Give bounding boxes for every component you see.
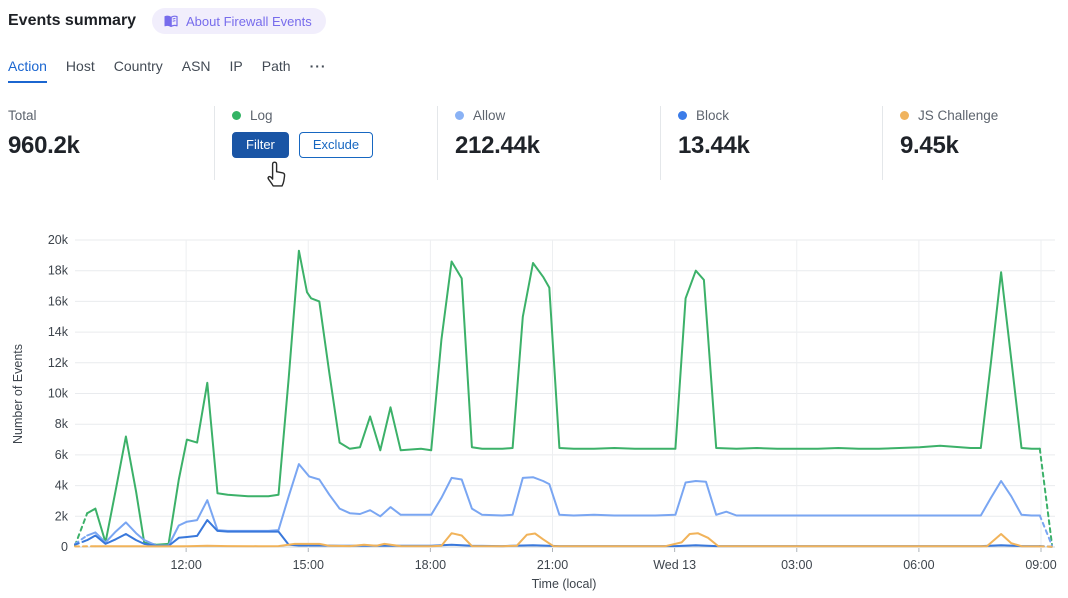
page-title: Events summary bbox=[8, 12, 137, 29]
stat-label: Log bbox=[250, 108, 273, 123]
y-tick-label: 18k bbox=[48, 264, 69, 278]
tab-path[interactable]: Path bbox=[261, 58, 291, 74]
legend-dot-allow bbox=[455, 111, 464, 120]
tab-country[interactable]: Country bbox=[113, 58, 163, 74]
series-line-block-end bbox=[1038, 545, 1053, 548]
stat-label: JS Challenge bbox=[918, 108, 999, 123]
y-tick-label: 2k bbox=[55, 509, 69, 523]
x-tick-label: 12:00 bbox=[170, 558, 201, 572]
stat-card-allow: Allow 212.44k bbox=[455, 108, 540, 160]
x-tick-label: 09:00 bbox=[1025, 558, 1056, 572]
stat-card-js-challenge: JS Challenge 9.45k bbox=[900, 108, 998, 160]
book-icon bbox=[163, 14, 179, 29]
x-tick-label: 03:00 bbox=[781, 558, 812, 572]
about-firewall-events-badge[interactable]: About Firewall Events bbox=[152, 8, 326, 34]
series-line-allow-end bbox=[1038, 514, 1053, 547]
stat-value: 960.2k bbox=[8, 132, 80, 159]
tab-action[interactable]: Action bbox=[8, 58, 47, 83]
cursor-icon bbox=[263, 159, 289, 194]
x-tick-label: 15:00 bbox=[293, 558, 324, 572]
stat-value: 9.45k bbox=[900, 132, 959, 159]
tabs-more-button[interactable]: ··· bbox=[309, 58, 327, 74]
y-tick-label: 10k bbox=[48, 387, 69, 401]
y-tick-label: 14k bbox=[48, 325, 69, 339]
tab-asn[interactable]: ASN bbox=[181, 58, 211, 74]
stat-label: Total bbox=[8, 108, 37, 123]
y-tick-label: 16k bbox=[48, 294, 69, 308]
y-tick-label: 20k bbox=[48, 233, 69, 247]
x-tick-label: Wed 13 bbox=[653, 558, 696, 572]
y-tick-label: 8k bbox=[55, 417, 69, 431]
stat-card-total: Total 960.2k bbox=[8, 108, 80, 160]
tab-ip[interactable]: IP bbox=[229, 58, 243, 74]
y-tick-label: 4k bbox=[55, 479, 69, 493]
series-line-js-challenge bbox=[94, 532, 1041, 548]
y-axis-title: Number of Events bbox=[11, 344, 25, 444]
stat-card-block: Block 13.44k bbox=[678, 108, 750, 160]
series-line-block-start bbox=[74, 539, 89, 546]
stat-label: Block bbox=[696, 108, 730, 123]
y-tick-label: 12k bbox=[48, 356, 69, 370]
stat-label: Allow bbox=[473, 108, 506, 123]
y-tick-label: 0 bbox=[61, 540, 68, 554]
y-tick-label: 6k bbox=[55, 448, 69, 462]
series-line-allow bbox=[86, 463, 1041, 547]
x-tick-label: 06:00 bbox=[903, 558, 934, 572]
x-tick-label: 18:00 bbox=[415, 558, 446, 572]
card-divider bbox=[882, 106, 883, 180]
stat-card-log: Log Filter Exclude bbox=[232, 108, 374, 158]
card-divider bbox=[214, 106, 215, 180]
legend-dot-log bbox=[232, 111, 241, 120]
groupby-tabs: Action Host Country ASN IP Path ··· bbox=[8, 58, 327, 83]
series-line-allow-start bbox=[74, 534, 89, 545]
exclude-button[interactable]: Exclude bbox=[298, 132, 374, 158]
series-line-log-end bbox=[1038, 447, 1053, 546]
series-line-block bbox=[86, 519, 1041, 548]
filter-button[interactable]: Filter bbox=[232, 132, 289, 158]
card-divider bbox=[660, 106, 661, 180]
tab-host[interactable]: Host bbox=[65, 58, 95, 74]
stat-value: 212.44k bbox=[455, 132, 540, 159]
stat-value: 13.44k bbox=[678, 132, 750, 159]
card-divider bbox=[437, 106, 438, 180]
x-tick-label: 21:00 bbox=[537, 558, 568, 572]
legend-dot-block bbox=[678, 111, 687, 120]
legend-dot-js-challenge bbox=[900, 111, 909, 120]
series-line-log bbox=[86, 249, 1041, 546]
series-line-log-start bbox=[74, 512, 89, 547]
x-axis-title: Time (local) bbox=[532, 577, 597, 591]
badge-label: About Firewall Events bbox=[186, 13, 312, 29]
